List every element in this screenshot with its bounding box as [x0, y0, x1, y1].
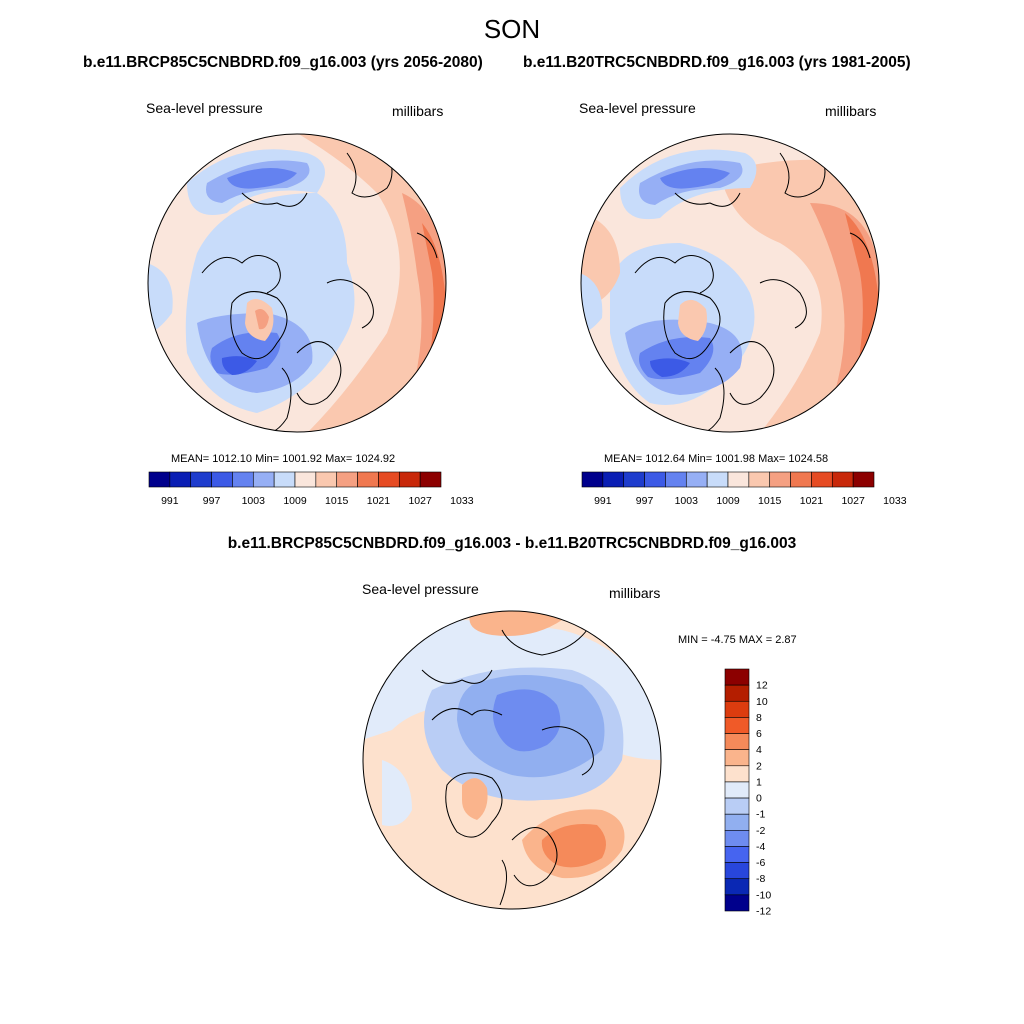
colorbar-swatch: [623, 471, 645, 488]
colorbar-swatch: [581, 471, 604, 488]
colorbar-label: 4: [756, 744, 762, 756]
difference-units: millibars: [609, 585, 661, 601]
colorbar-swatch: [724, 700, 750, 718]
colorbar-label: 997: [636, 495, 654, 507]
colorbar-swatch: [724, 717, 750, 734]
colorbar-label: 1: [756, 776, 762, 788]
colorbar-swatch: [724, 733, 750, 750]
colorbar-swatch: [811, 471, 833, 488]
panel-future-map: [147, 133, 447, 433]
colorbar-swatch: [724, 765, 750, 783]
panel-future-title: b.e11.BRCP85C5CNBDRD.f09_g16.003 (yrs 20…: [83, 54, 483, 71]
colorbar-label: 1027: [841, 495, 865, 507]
panel-historical-colorbar: 991 997 1003 1009 1015 1021 1027 1033: [581, 471, 907, 507]
colorbar-swatch: [685, 471, 708, 488]
colorbar-label: 1027: [408, 495, 432, 507]
colorbar-swatch: [724, 878, 750, 896]
colorbar-label: 1033: [450, 495, 474, 507]
panel-historical-title: b.e11.B20TRC5CNBDRD.f09_g16.003 (yrs 198…: [523, 54, 911, 71]
colorbar-label: 2: [756, 760, 762, 772]
difference-map: [362, 610, 662, 910]
colorbar-swatch: [602, 471, 625, 488]
colorbar-swatch: [315, 471, 338, 488]
panel-future-units: millibars: [392, 103, 444, 119]
difference-high-top: [469, 611, 562, 636]
colorbar-label: 1003: [675, 495, 699, 507]
colorbar-swatch: [724, 797, 750, 815]
colorbar-swatch: [831, 471, 854, 488]
colorbar-label: 10: [756, 696, 768, 708]
colorbar-swatch: [748, 471, 771, 488]
colorbar-swatch: [724, 830, 750, 847]
difference-high-greenland: [462, 778, 488, 820]
colorbar-label: -10: [756, 889, 771, 901]
colorbar-swatch: [852, 471, 875, 488]
colorbar-swatch: [724, 846, 750, 863]
colorbar-label: 1003: [242, 495, 266, 507]
panel-historical-variable: Sea-level pressure: [579, 100, 696, 116]
colorbar-swatch: [665, 471, 687, 488]
panel-future-variable: Sea-level pressure: [146, 100, 263, 116]
difference-variable: Sea-level pressure: [362, 581, 479, 597]
colorbar-swatch: [252, 471, 275, 488]
colorbar-label: -1: [756, 809, 765, 821]
colorbar-label: 991: [161, 495, 179, 507]
colorbar-label: -8: [756, 873, 765, 885]
colorbar-swatch: [724, 749, 750, 767]
colorbar-swatch: [273, 471, 296, 488]
colorbar-swatch: [148, 471, 171, 488]
colorbar-label: 1009: [716, 495, 740, 507]
colorbar-swatch: [169, 471, 192, 488]
colorbar-swatch: [724, 781, 750, 799]
colorbar-swatch: [724, 668, 750, 686]
colorbar-swatch: [769, 471, 791, 488]
colorbar-swatch: [190, 471, 212, 488]
colorbar-label: 1015: [758, 495, 782, 507]
colorbar-label: -2: [756, 825, 765, 837]
colorbar-swatch: [294, 471, 317, 488]
colorbar-swatch: [398, 471, 421, 488]
colorbar-label: 1015: [325, 495, 349, 507]
colorbar-label: 1021: [367, 495, 391, 507]
colorbar-swatch: [724, 862, 750, 880]
difference-title: b.e11.BRCP85C5CNBDRD.f09_g16.003 - b.e11…: [227, 535, 797, 552]
colorbar-swatch: [706, 471, 729, 488]
colorbar-label: 1009: [283, 495, 307, 507]
colorbar-label: -12: [756, 906, 771, 918]
colorbar-label: 0: [756, 793, 762, 805]
colorbar-label: 997: [203, 495, 221, 507]
colorbar-label: 12: [756, 680, 768, 692]
figure-title: SON: [483, 14, 541, 44]
colorbar-label: -4: [756, 841, 765, 853]
colorbar-swatch: [419, 471, 442, 488]
colorbar-label: 1033: [883, 495, 907, 507]
greenland-high: [678, 299, 707, 341]
colorbar-swatch: [211, 471, 233, 488]
colorbar-swatch: [724, 684, 750, 702]
panel-future-stats: MEAN= 1012.10 Min= 1001.92 Max= 1024.92: [171, 453, 396, 465]
colorbar-swatch: [232, 471, 254, 488]
panel-historical-stats: MEAN= 1012.64 Min= 1001.98 Max= 1024.58: [604, 453, 829, 465]
colorbar-label: -6: [756, 857, 765, 869]
colorbar-label: 8: [756, 712, 762, 724]
colorbar-swatch: [336, 471, 358, 488]
colorbar-swatch: [724, 813, 750, 831]
colorbar-swatch: [724, 894, 750, 912]
colorbar-swatch: [790, 471, 812, 488]
panel-historical-map: [580, 133, 880, 433]
panel-historical-units: millibars: [825, 103, 877, 119]
colorbar-label: 6: [756, 728, 762, 740]
panel-future-colorbar: 991 997 1003 1009 1015 1021 1027 1033: [148, 471, 474, 507]
colorbar-swatch: [644, 471, 666, 488]
colorbar-swatch: [357, 471, 379, 488]
colorbar-swatch: [727, 471, 750, 488]
colorbar-label: 1021: [800, 495, 824, 507]
difference-minmax: MIN = -4.75 MAX = 2.87: [678, 634, 797, 646]
colorbar-swatch: [378, 471, 400, 488]
colorbar-label: 991: [594, 495, 612, 507]
